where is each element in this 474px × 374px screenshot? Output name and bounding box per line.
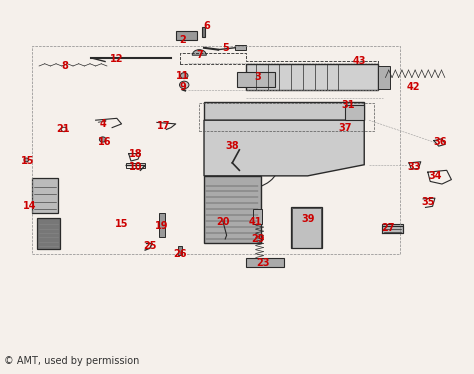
Text: 41: 41: [249, 217, 263, 227]
Text: 8: 8: [62, 61, 68, 71]
Text: 7: 7: [196, 50, 203, 60]
Text: 11: 11: [176, 71, 190, 81]
Text: 5: 5: [222, 43, 228, 53]
Text: 35: 35: [421, 197, 435, 207]
Bar: [246, 64, 378, 91]
Text: 16: 16: [98, 138, 112, 147]
Circle shape: [100, 137, 106, 142]
Text: 34: 34: [428, 171, 442, 181]
Polygon shape: [204, 102, 364, 120]
Bar: [292, 208, 321, 248]
Text: 27: 27: [381, 223, 394, 233]
Bar: [178, 246, 182, 255]
Circle shape: [181, 73, 188, 79]
Text: 26: 26: [173, 249, 187, 259]
Bar: [199, 104, 374, 131]
Text: 25: 25: [143, 241, 156, 251]
Text: © AMT, used by permission: © AMT, used by permission: [4, 356, 139, 366]
Text: 18: 18: [129, 148, 143, 159]
Bar: [235, 45, 246, 50]
Text: 17: 17: [157, 121, 171, 131]
Circle shape: [180, 81, 189, 89]
Bar: [176, 31, 197, 40]
Bar: [201, 27, 205, 37]
Bar: [36, 218, 60, 249]
Text: 19: 19: [155, 221, 168, 231]
Bar: [246, 258, 284, 267]
Bar: [378, 66, 390, 89]
Text: 29: 29: [251, 234, 265, 244]
Wedge shape: [192, 50, 206, 55]
Polygon shape: [204, 120, 364, 176]
Text: 42: 42: [407, 82, 420, 92]
Text: 37: 37: [338, 123, 352, 133]
Bar: [291, 208, 322, 248]
Text: 15: 15: [115, 219, 128, 229]
Text: 12: 12: [110, 54, 124, 64]
Text: 15: 15: [20, 156, 34, 166]
Text: 9: 9: [180, 82, 186, 92]
Polygon shape: [346, 105, 364, 120]
Text: 23: 23: [256, 258, 270, 268]
Text: 3: 3: [255, 73, 262, 83]
Bar: [126, 163, 145, 168]
Bar: [237, 72, 275, 87]
Text: 21: 21: [56, 125, 69, 135]
Bar: [32, 46, 400, 254]
Text: 10: 10: [129, 162, 143, 172]
Text: 43: 43: [353, 56, 366, 66]
Text: 33: 33: [407, 162, 420, 172]
FancyArrowPatch shape: [99, 121, 106, 122]
Text: 2: 2: [180, 36, 186, 45]
Text: 31: 31: [341, 100, 355, 110]
Bar: [254, 209, 262, 224]
Circle shape: [24, 158, 29, 162]
Bar: [32, 178, 58, 213]
Polygon shape: [204, 176, 261, 243]
Text: 6: 6: [203, 21, 210, 31]
Bar: [159, 213, 165, 237]
Text: 20: 20: [216, 217, 229, 227]
Text: 38: 38: [226, 141, 239, 151]
Text: 14: 14: [23, 200, 36, 211]
Text: 36: 36: [433, 138, 447, 147]
Bar: [382, 224, 403, 233]
Text: 4: 4: [100, 119, 106, 129]
Text: 39: 39: [301, 214, 314, 224]
